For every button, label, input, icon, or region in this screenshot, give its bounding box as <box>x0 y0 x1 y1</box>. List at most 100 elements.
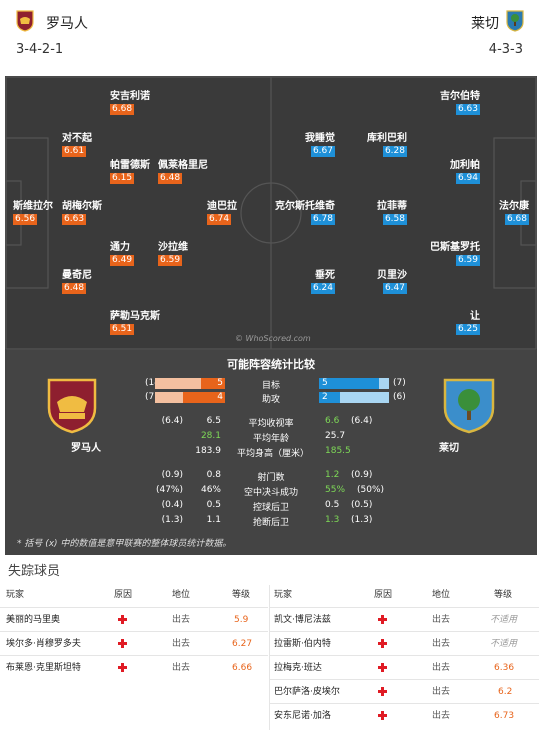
col-rating: 等级 <box>232 590 251 600</box>
stat-row: 183.9 平均身高（厘米） 185.5 <box>5 446 537 459</box>
roma-crest-icon <box>47 378 97 434</box>
player-rating: 6.59 <box>158 255 183 266</box>
player-name[interactable]: 拉雷斯·伯内特 <box>274 639 331 649</box>
away-value: 1.3 <box>325 515 340 525</box>
away-player[interactable]: 库利巴利 6.28 <box>367 132 407 157</box>
home-player[interactable]: 迪巴拉 6.74 <box>207 200 237 225</box>
home-bar: 4 <box>155 392 225 403</box>
player-rating: 6.48 <box>158 173 183 184</box>
home-value: 1.1 <box>206 515 221 525</box>
away-value: 5 <box>322 378 328 388</box>
away-value: 1.2 <box>325 470 340 480</box>
player-name: 让 <box>470 311 480 322</box>
home-prev-value: (47%) <box>155 485 183 495</box>
away-player[interactable]: 我睡觉 6.67 <box>305 132 335 157</box>
away-player[interactable]: 吉尔伯特 6.63 <box>440 90 480 115</box>
home-player[interactable]: 帕雷德斯 6.15 <box>110 159 150 184</box>
injury-icon <box>378 663 387 672</box>
player-rating: 6.48 <box>62 283 87 294</box>
player-rating: 6.58 <box>382 214 407 225</box>
player-rating: 6.94 <box>455 173 480 184</box>
stat-label: 射门数 <box>257 473 285 483</box>
assists-row: (7) 4 助攻 2 (6) <box>5 392 537 405</box>
col-reason: 原因 <box>374 590 393 600</box>
rating: 6.73 <box>494 711 515 721</box>
player-name[interactable]: 安东尼诺·加洛 <box>274 711 331 721</box>
status: 出去 <box>432 663 451 673</box>
col-player: 玩家 <box>274 590 293 600</box>
table-row[interactable]: 拉雷斯·伯内特 出去 不适用 <box>270 631 539 655</box>
away-team-name[interactable]: 莱切 <box>471 16 499 32</box>
away-bar-fill <box>319 378 379 389</box>
away-player[interactable]: 拉菲蒂 6.58 <box>377 200 407 225</box>
table-row[interactable]: 美丽的马里奥 出去 5.9 <box>0 607 268 631</box>
player-name: 帕雷德斯 <box>110 160 150 171</box>
table-row[interactable]: 拉梅克·班达 出去 6.36 <box>270 655 539 679</box>
home-value: 5 <box>217 378 223 388</box>
col-status: 地位 <box>432 590 451 600</box>
player-rating: 6.63 <box>62 214 87 225</box>
away-prev-value: (0.5) <box>351 500 373 510</box>
home-bar-fill <box>200 378 225 389</box>
player-name[interactable]: 埃尔多·肖穆罗多夫 <box>6 639 81 649</box>
away-player[interactable]: 加利帕 6.94 <box>450 159 480 184</box>
status: 出去 <box>432 615 451 625</box>
player-name[interactable]: 巴尔萨洛·皮埃尔 <box>274 687 340 697</box>
away-formation: 4-3-3 <box>488 42 523 57</box>
table-row[interactable]: 布莱恩·克里斯坦特 出去 6.66 <box>0 655 268 679</box>
player-name[interactable]: 凯文·博尼法兹 <box>274 615 331 625</box>
home-value: 0.5 <box>206 500 221 510</box>
away-value: 0.5 <box>325 500 340 510</box>
status: 出去 <box>432 687 451 697</box>
player-name[interactable]: 美丽的马里奥 <box>6 615 61 625</box>
injury-icon <box>118 639 127 648</box>
col-player: 玩家 <box>6 590 25 600</box>
player-name: 加利帕 <box>450 160 480 171</box>
table-row[interactable]: 巴尔萨洛·皮埃尔 出去 6.2 <box>270 679 539 703</box>
away-player[interactable]: 贝里沙 6.47 <box>377 269 407 294</box>
player-name: 安吉利诺 <box>110 91 150 102</box>
away-player[interactable]: 法尔康 6.68 <box>499 200 529 225</box>
player-name[interactable]: 布莱恩·克里斯坦特 <box>6 663 81 673</box>
away-player[interactable]: 克尔斯托维奇 6.78 <box>275 200 335 225</box>
away-prev-value: (0.9) <box>351 470 373 480</box>
away-player[interactable]: 巴斯基罗托 6.59 <box>430 241 480 266</box>
away-player[interactable]: 让 6.25 <box>455 310 480 335</box>
player-rating: 6.49 <box>110 255 135 266</box>
player-name[interactable]: 拉梅克·班达 <box>274 663 322 673</box>
home-player[interactable]: 安吉利诺 6.68 <box>110 90 150 115</box>
away-player[interactable]: 垂死 6.24 <box>310 269 335 294</box>
home-player[interactable]: 佩莱格里尼 6.48 <box>158 159 208 184</box>
status: 出去 <box>432 711 451 721</box>
home-team-name[interactable]: 罗马人 <box>46 16 88 32</box>
away-value: 185.5 <box>325 446 351 456</box>
table-row[interactable]: 凯文·博尼法兹 出去 不适用 <box>270 607 539 631</box>
home-prev-value: (1.3) <box>161 515 183 525</box>
home-player[interactable]: 通力 6.49 <box>110 241 135 266</box>
home-value: 28.1 <box>200 431 221 441</box>
player-name: 克尔斯托维奇 <box>275 201 335 212</box>
home-player[interactable]: 萨勒马克斯 6.51 <box>110 310 160 335</box>
comparison-title: 可能阵容统计比较 <box>227 358 315 371</box>
player-name: 法尔康 <box>499 201 529 212</box>
home-player[interactable]: 斯维拉尔 6.56 <box>13 200 53 225</box>
home-prev-value: (0.9) <box>161 470 183 480</box>
stat-row: (0.9) 0.8 射门数 1.2 (0.9) <box>5 470 537 483</box>
table-row[interactable]: 埃尔多·肖穆罗多夫 出去 6.27 <box>0 631 268 655</box>
home-player[interactable]: 沙拉维 6.59 <box>158 241 188 266</box>
away-prev-value: (6) <box>393 392 406 402</box>
home-player[interactable]: 曼奇尼 6.48 <box>62 269 92 294</box>
home-player[interactable]: 对不起 6.61 <box>62 132 92 157</box>
away-prev-value: (50%) <box>357 485 385 495</box>
player-name: 曼奇尼 <box>62 270 92 281</box>
player-rating: 6.74 <box>207 214 232 225</box>
player-name: 通力 <box>110 242 130 253</box>
player-name: 吉尔伯特 <box>440 91 480 102</box>
table-row[interactable]: 安东尼诺·加洛 出去 6.73 <box>270 703 539 727</box>
lineup-comparison: 可能阵容统计比较 罗马人 莱切 (14) 5 目标 5 (7) (7) 4 助攻… <box>5 350 537 555</box>
column-divider <box>269 585 270 730</box>
home-player[interactable]: 胡梅尔斯 6.63 <box>62 200 102 225</box>
status: 出去 <box>172 639 191 649</box>
player-rating: 6.51 <box>110 324 135 335</box>
status: 出去 <box>172 615 191 625</box>
